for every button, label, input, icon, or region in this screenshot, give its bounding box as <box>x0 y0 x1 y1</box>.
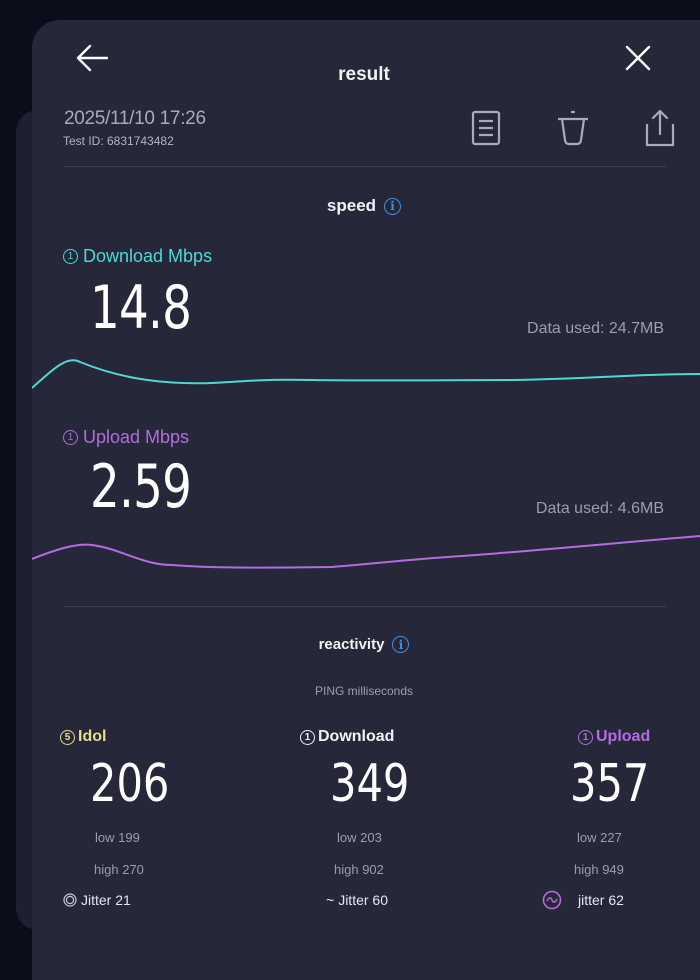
upload-ping-value: 357 <box>570 754 650 814</box>
document-icon <box>471 110 501 146</box>
download-ping-label: 1 Download <box>300 728 394 746</box>
upload-ping-label: 1 Upload <box>578 728 650 746</box>
download-ping-label-text: Download <box>318 728 395 745</box>
idle-label-text: Idol <box>78 728 107 745</box>
reactivity-title: reactivity <box>318 636 385 653</box>
upload-label: 1 Upload Mbps <box>63 427 189 448</box>
arrow-left-icon <box>76 44 109 72</box>
idle-high: high 270 <box>94 862 144 877</box>
count-badge: 5 <box>60 729 75 745</box>
count-badge: 1 <box>63 249 78 264</box>
count-badge: 1 <box>300 729 315 745</box>
concentric-circle-icon <box>63 893 77 907</box>
upload-data-used: Data used: 4.6MB <box>535 500 664 517</box>
download-value: 14.8 <box>90 273 192 343</box>
upload-label-text: Upload Mbps <box>83 427 190 447</box>
upload-low: low 227 <box>577 830 622 845</box>
count-badge: 1 <box>578 729 593 745</box>
close-button[interactable] <box>620 40 656 76</box>
download-label: 1 Download Mbps <box>63 246 212 267</box>
divider <box>64 166 666 167</box>
upload-jitter: jitter 62 <box>542 890 624 910</box>
download-jitter: ~ Jitter 60 <box>326 892 388 908</box>
idle-label: 5 Idol <box>60 728 106 746</box>
ping-subtitle: PING milliseconds <box>314 684 414 698</box>
page-title: result <box>338 64 390 85</box>
divider <box>64 606 666 607</box>
upload-chart <box>32 535 700 569</box>
speed-section-title: speed i <box>32 196 696 216</box>
tilde-icon: ~ <box>326 892 335 908</box>
wave-circle-icon <box>542 890 562 910</box>
test-datetime: 2025/11/10 17:26 <box>64 108 206 129</box>
back-button[interactable] <box>72 40 112 76</box>
upload-ping-label-text: Upload <box>596 728 651 745</box>
trash-icon <box>558 110 588 146</box>
download-label-text: Download Mbps <box>83 246 213 266</box>
download-high: high 902 <box>334 862 384 877</box>
share-icon <box>645 109 675 147</box>
idle-jitter: Jitter 21 <box>63 892 131 908</box>
upload-value: 2.59 <box>90 452 192 522</box>
download-jitter-text: Jitter 60 <box>338 892 388 908</box>
speed-title: speed <box>326 196 377 215</box>
info-icon[interactable]: i <box>384 197 402 215</box>
idle-jitter-text: Jitter 21 <box>81 892 131 908</box>
close-icon <box>625 45 651 71</box>
result-panel: result 2025/11/10 17:26 Test ID: 6831743… <box>32 20 700 980</box>
count-badge: 1 <box>63 430 78 445</box>
download-ping-value: 349 <box>330 754 410 814</box>
upload-jitter-text: jitter 62 <box>578 892 624 908</box>
download-chart <box>32 359 700 389</box>
delete-button[interactable] <box>554 108 592 148</box>
download-low: low 203 <box>337 830 382 845</box>
idle-ping-value: 206 <box>90 754 170 814</box>
share-button[interactable] <box>642 106 678 150</box>
test-id: Test ID: 6831743482 <box>63 134 174 148</box>
info-icon[interactable]: i <box>392 636 410 653</box>
download-data-used: Data used: 24.7MB <box>527 320 664 337</box>
details-button[interactable] <box>468 108 504 148</box>
reactivity-section-title: reactivity i <box>32 636 696 653</box>
idle-low: low 199 <box>95 830 140 845</box>
upload-high: high 949 <box>574 862 624 877</box>
